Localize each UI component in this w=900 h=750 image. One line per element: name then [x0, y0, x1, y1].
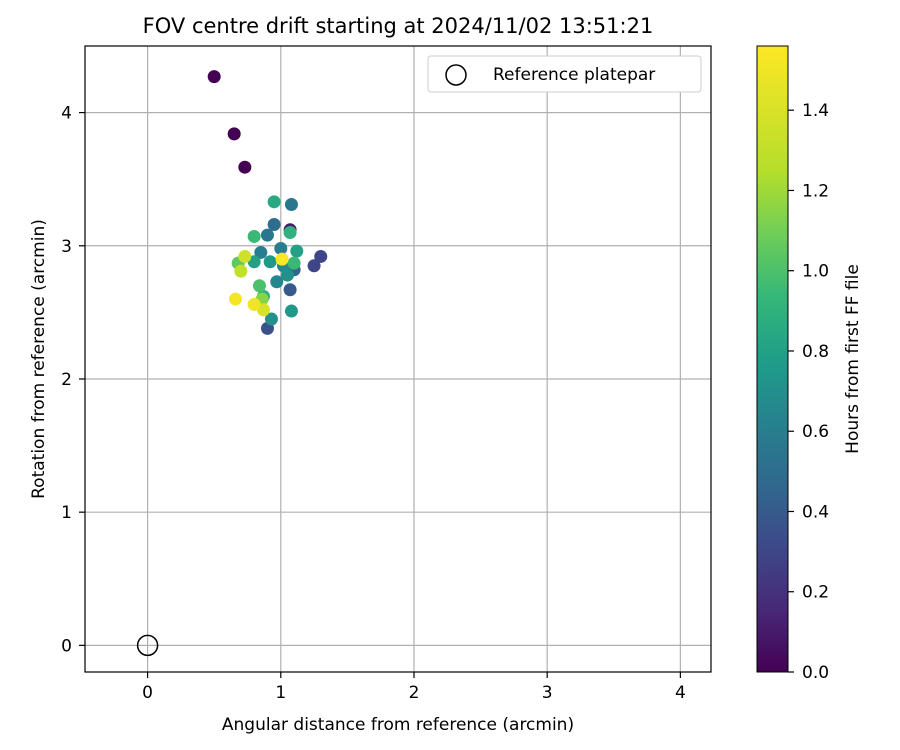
drift-point: [252, 279, 266, 293]
legend-marker-open-circle: [445, 64, 467, 86]
colorbar-tick-label: 0.6: [802, 422, 829, 442]
legend-label: Reference platepar: [493, 65, 655, 85]
drift-point: [263, 255, 277, 269]
drift-point: [238, 249, 252, 263]
grid: [85, 46, 711, 672]
colorbar-tick-label: 0.8: [802, 342, 829, 362]
drift-point: [287, 256, 301, 270]
drift-point: [283, 283, 297, 297]
colorbar-label: Hours from first FF file: [843, 264, 863, 454]
colorbar-tick-label: 0.0: [802, 663, 829, 683]
x-tick-label: 1: [275, 683, 286, 703]
drift-point: [314, 249, 328, 263]
colorbar-gradient: [756, 45, 789, 673]
y-tick-label: 0: [61, 636, 72, 656]
drift-point: [267, 195, 281, 209]
drift-point: [234, 264, 248, 278]
x-tick-label: 0: [142, 683, 153, 703]
drift-point: [260, 228, 274, 242]
drift-point: [274, 241, 288, 255]
x-axis-label: Angular distance from reference (arcmin): [222, 715, 574, 735]
legend-box: [427, 55, 702, 93]
y-tick-label: 3: [61, 237, 72, 257]
colorbar-tick-label: 1.2: [802, 181, 829, 201]
plot-frame: [84, 45, 712, 673]
x-tick-label: 2: [409, 683, 420, 703]
chart-title: FOV centre drift starting at 2024/11/02 …: [143, 14, 654, 38]
drift-point: [238, 160, 252, 174]
colorbar-tick-label: 1.4: [802, 101, 829, 121]
drift-point: [284, 304, 298, 318]
drift-point: [254, 245, 268, 259]
drift-point: [247, 229, 261, 243]
drift-point: [290, 244, 304, 258]
drift-point: [229, 292, 243, 306]
drift-point: [284, 197, 298, 211]
y-tick-label: 2: [61, 370, 72, 390]
data-points: [136, 70, 328, 657]
drift-point: [307, 259, 321, 273]
legend: Reference platepar: [427, 55, 702, 93]
colorbar-tick-label: 1.0: [802, 262, 829, 282]
y-tick-label: 4: [61, 104, 72, 124]
x-tick-label: 3: [542, 683, 553, 703]
drift-point: [227, 127, 241, 141]
y-axis-label: Rotation from reference (arcmin): [29, 219, 49, 499]
drift-point: [283, 225, 297, 239]
drift-point: [264, 312, 278, 326]
colorbar-tick-label: 0.4: [802, 502, 829, 522]
drift-point: [267, 217, 281, 231]
colorbar-tick-label: 0.2: [802, 583, 829, 603]
axis-ticks: 0 1 2 3 4 0 1 2 3 4: [61, 104, 686, 703]
x-tick-label: 4: [675, 683, 686, 703]
drift-point: [270, 275, 284, 289]
drift-point: [207, 70, 221, 84]
drift-point: [280, 268, 294, 282]
reference-platepar-point: [136, 634, 159, 657]
colorbar-ticks: 0.0 0.2 0.4 0.6 0.8 1.0 1.2 1.4: [788, 101, 829, 683]
y-tick-label: 1: [61, 503, 72, 523]
colorbar: 0.0 0.2 0.4 0.6 0.8 1.0 1.2 1.4 Hours from firs…: [756, 45, 863, 683]
drift-point: [275, 252, 289, 266]
drift-point: [247, 297, 261, 311]
